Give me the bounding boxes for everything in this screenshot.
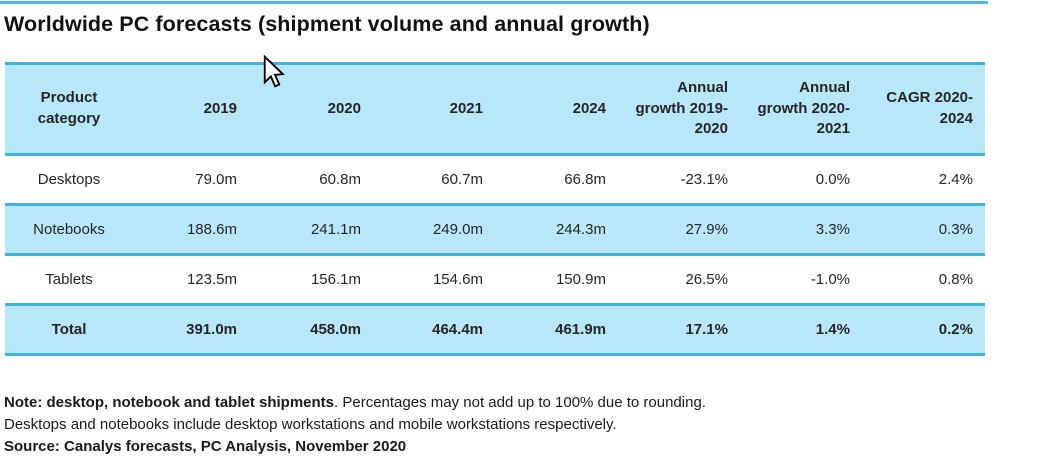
footnote-note-regular: . Percentages may not add up to 100% due…	[334, 394, 706, 411]
table-cell: 27.9%	[618, 204, 740, 256]
row-label: Notebooks	[5, 204, 133, 256]
table-cell: 458.0m	[249, 304, 373, 356]
col-header-annual-growth-2020-2021: Annual growth 2020-2021	[740, 62, 862, 156]
table-cell: 249.0m	[373, 204, 495, 256]
table-cell: -23.1%	[618, 154, 740, 206]
row-label: Desktops	[5, 154, 133, 206]
col-header-2024: 2024	[495, 62, 618, 156]
table-cell: -1.0%	[740, 254, 862, 306]
table-cell: 60.8m	[249, 154, 373, 206]
table-header-row: Product category 2019 2020 2021 2024 Ann…	[5, 62, 985, 156]
table-cell: 461.9m	[495, 304, 618, 356]
table-row-notebooks: Notebooks 188.6m 241.1m 249.0m 244.3m 27…	[5, 204, 985, 256]
col-header-2020: 2020	[249, 62, 373, 156]
table-row-total: Total 391.0m 458.0m 464.4m 461.9m 17.1% …	[5, 304, 985, 356]
table-cell: 0.0%	[740, 154, 862, 206]
footnotes: Note: desktop, notebook and tablet shipm…	[4, 392, 706, 458]
col-header-annual-growth-2019-2020: Annual growth 2019-2020	[618, 62, 740, 156]
table-cell: 17.1%	[618, 304, 740, 356]
footnote-note-bold: Note: desktop, notebook and tablet shipm…	[4, 394, 335, 411]
footnote-line-2: Desktops and notebooks include desktop w…	[4, 416, 617, 433]
table-cell: 3.3%	[740, 204, 862, 256]
col-header-2019: 2019	[133, 62, 249, 156]
table-cell: 150.9m	[495, 254, 618, 306]
col-header-product-category: Product category	[5, 62, 133, 156]
footnote-line-1: Note: desktop, notebook and tablet shipm…	[4, 392, 706, 414]
table-cell: 0.8%	[862, 254, 985, 306]
table-cell: 391.0m	[133, 304, 249, 356]
table-cell: 123.5m	[133, 254, 249, 306]
table-cell: 241.1m	[249, 204, 373, 256]
table-cell: 244.3m	[495, 204, 618, 256]
col-header-cagr-2020-2024: CAGR 2020-2024	[862, 62, 985, 156]
table-cell: 1.4%	[740, 304, 862, 356]
footnote-source: Source: Canalys forecasts, PC Analysis, …	[4, 438, 407, 455]
table-cell: 60.7m	[373, 154, 495, 206]
table-cell: 26.5%	[618, 254, 740, 306]
row-label: Tablets	[5, 254, 133, 306]
table-cell: 0.3%	[862, 204, 985, 256]
table-cell: 79.0m	[133, 154, 249, 206]
row-label: Total	[5, 304, 133, 356]
table-cell: 2.4%	[862, 154, 985, 206]
table-cell: 188.6m	[133, 204, 249, 256]
table-cell: 154.6m	[373, 254, 495, 306]
top-accent-line	[0, 1, 988, 4]
table-row-desktops: Desktops 79.0m 60.8m 60.7m 66.8m -23.1% …	[5, 154, 985, 206]
table-cell: 156.1m	[249, 254, 373, 306]
forecast-table: Product category 2019 2020 2021 2024 Ann…	[5, 62, 985, 356]
table-cell: 464.4m	[373, 304, 495, 356]
table-cell: 66.8m	[495, 154, 618, 206]
table-row-tablets: Tablets 123.5m 156.1m 154.6m 150.9m 26.5…	[5, 254, 985, 306]
page-title: Worldwide PC forecasts (shipment volume …	[4, 12, 650, 36]
col-header-2021: 2021	[373, 62, 495, 156]
table-cell: 0.2%	[862, 304, 985, 356]
